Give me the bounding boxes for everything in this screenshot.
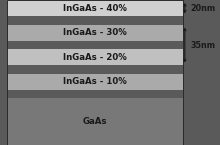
Bar (7, 0, 183, 16)
Bar (7, 0, 183, 145)
Text: 20nm: 20nm (190, 4, 215, 13)
Text: GaAs: GaAs (82, 117, 107, 126)
Bar (7, 49, 183, 66)
Text: InGaAs - 20%: InGaAs - 20% (63, 53, 126, 62)
Text: 35nm: 35nm (190, 40, 215, 50)
Text: InGaAs - 30%: InGaAs - 30% (63, 28, 126, 37)
Bar (7, 98, 183, 145)
Text: InGaAs - 40%: InGaAs - 40% (63, 4, 126, 13)
Bar (7, 25, 183, 41)
Bar (7, 74, 183, 90)
Text: InGaAs - 10%: InGaAs - 10% (63, 77, 126, 86)
